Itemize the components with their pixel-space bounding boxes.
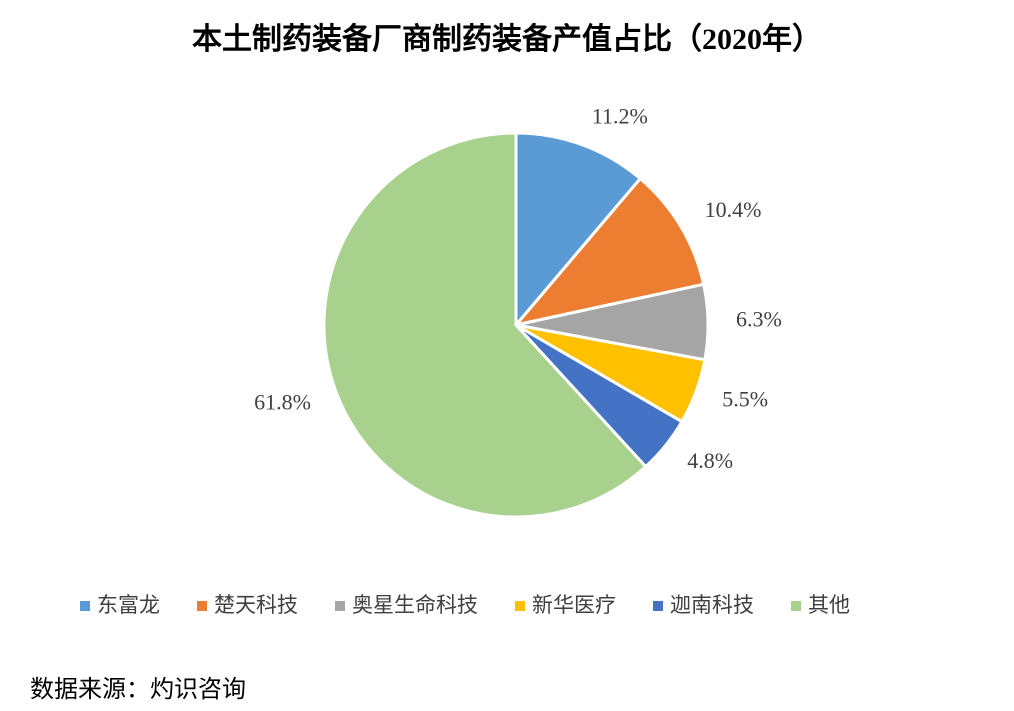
data-label: 6.3% (736, 307, 782, 332)
legend-label: 其他 (808, 593, 850, 617)
data-label: 10.4% (705, 197, 762, 222)
legend-label: 新华医疗 (532, 593, 616, 617)
legend-swatch (653, 601, 663, 611)
legend-swatch (515, 601, 525, 611)
pie-slice (514, 131, 643, 330)
legend-swatch (335, 601, 345, 611)
legend-swatch (791, 601, 801, 611)
data-label: 11.2% (592, 104, 648, 129)
chart-title: 本土制药装备厂商制药装备产值占比（2020年） (192, 22, 822, 56)
legend-swatch (197, 601, 207, 611)
data-label: 5.5% (722, 387, 768, 412)
legend-swatch (80, 601, 90, 611)
source: 数据来源：灼识咨询 (30, 675, 246, 703)
pie-slice (511, 176, 706, 328)
data-label: 61.8% (254, 390, 311, 415)
legend-label: 迦南科技 (670, 593, 754, 617)
data-label: 4.8% (687, 448, 733, 473)
pie-slice (322, 131, 648, 519)
legend-label: 奥星生命科技 (352, 593, 478, 617)
legend-label: 东富龙 (97, 593, 160, 617)
legend-label: 楚天科技 (214, 593, 298, 617)
